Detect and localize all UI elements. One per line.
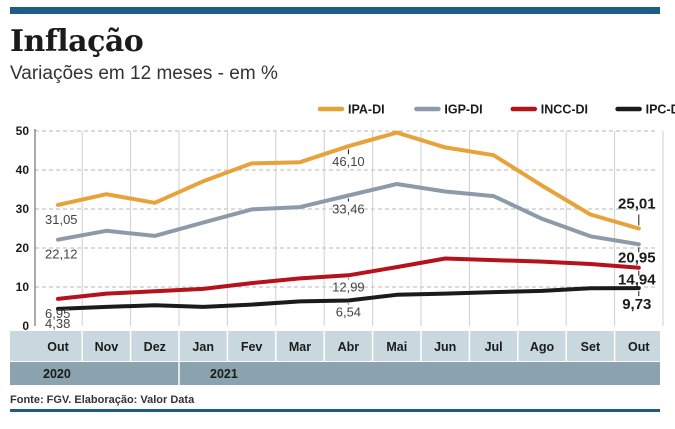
data-label: 31,05: [45, 212, 78, 227]
x-tick-label: Out: [628, 340, 650, 354]
x-tick-label: Jul: [485, 340, 503, 354]
y-tick-label: 40: [16, 163, 30, 177]
series-line-ipc-di: [56, 286, 641, 311]
y-tick-label: 10: [16, 280, 30, 294]
chart-title: Inflação: [10, 24, 144, 59]
y-tick-label: 50: [16, 124, 30, 138]
year-label: 2020: [43, 367, 71, 381]
x-tick-label: Jun: [434, 340, 456, 354]
x-tick-label: Set: [581, 340, 601, 354]
data-label: 33,46: [332, 202, 365, 217]
legend-label: IPC-DI: [646, 103, 675, 117]
bottom-rule: [10, 409, 660, 412]
top-rule: [10, 7, 660, 14]
x-tick-label: Mai: [386, 340, 407, 354]
y-tick-label: 0: [22, 319, 29, 333]
series-line-ipa-di: [56, 130, 641, 231]
x-tick-label: Abr: [338, 340, 360, 354]
data-label: 22,12: [45, 247, 78, 262]
source-note: Fonte: FGV. Elaboração: Valor Data: [10, 394, 195, 406]
x-tick-label: Jan: [192, 340, 214, 354]
data-label: 6,95: [45, 306, 70, 321]
data-label: 14,94: [618, 272, 656, 289]
x-tick-label: Dez: [144, 340, 166, 354]
chart-subtitle: Variações em 12 meses - em %: [10, 63, 278, 84]
x-tick-label: Nov: [95, 340, 119, 354]
data-label: 12,99: [332, 279, 365, 294]
x-tick-label: Fev: [241, 340, 263, 354]
data-label: 9,73: [622, 296, 651, 313]
year-label: 2021: [210, 367, 238, 381]
x-tick-label: Out: [47, 340, 69, 354]
y-tick-label: 30: [16, 202, 30, 216]
data-label: 6,54: [336, 304, 361, 319]
year-axis-band: [10, 362, 660, 385]
month-axis-band: [10, 331, 660, 361]
data-label: 20,95: [618, 249, 656, 266]
y-tick-label: 20: [16, 241, 30, 255]
legend-label: INCC-DI: [541, 103, 588, 117]
data-label: 46,10: [332, 154, 365, 169]
legend-label: IGP-DI: [444, 103, 482, 117]
legend-label: IPA-DI: [348, 103, 385, 117]
x-tick-label: Mar: [289, 340, 311, 354]
series-line-incc-di: [56, 256, 641, 301]
data-label: 25,01: [618, 195, 656, 212]
data-label: 4,38: [45, 316, 70, 331]
series-line-igp-di: [56, 182, 641, 247]
x-tick-label: Ago: [530, 340, 555, 354]
